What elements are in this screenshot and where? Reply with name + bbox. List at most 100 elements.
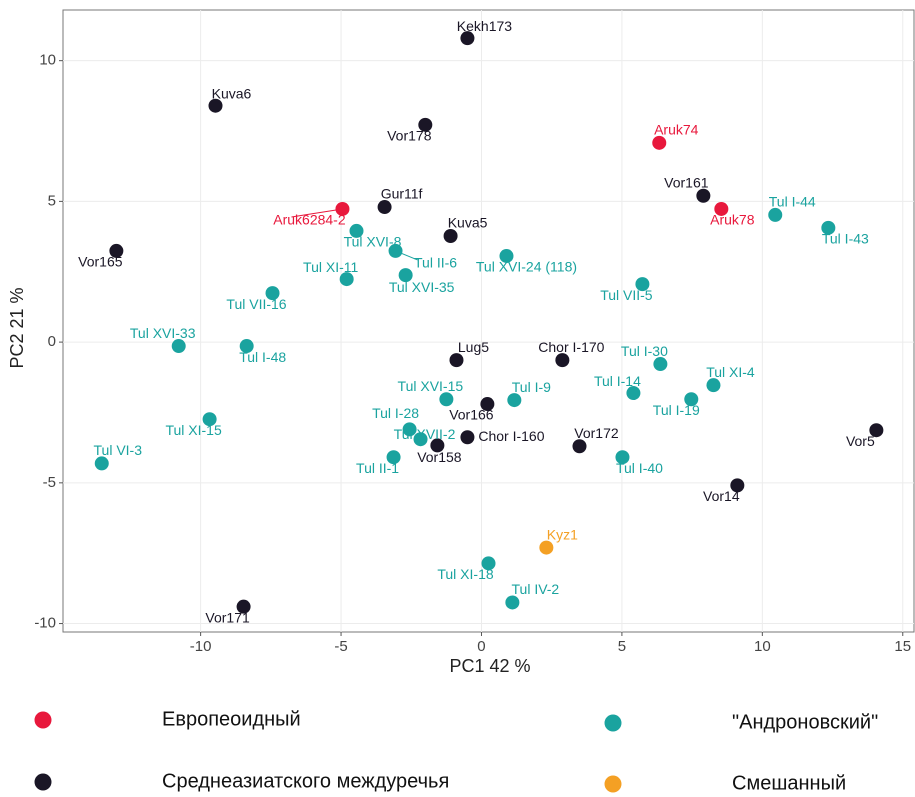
- point-label: Aruk78: [710, 212, 755, 228]
- panel: [62, 9, 915, 633]
- point-label: Vor178: [387, 128, 432, 144]
- point: [768, 207, 783, 222]
- point: [402, 422, 417, 437]
- point-label: Tul XI-18: [437, 566, 493, 582]
- point: [449, 353, 464, 368]
- x-tick-label: 15: [894, 638, 911, 655]
- point-label: Vor158: [417, 449, 462, 465]
- point-label: Tul I-14: [594, 373, 641, 389]
- legend-swatch: [34, 773, 52, 791]
- point-label: Tul XI-4: [706, 364, 755, 380]
- point: [507, 393, 522, 408]
- point-label: Vor172: [574, 425, 619, 441]
- y-tick-label: 5: [48, 192, 56, 209]
- x-tick-label: -5: [334, 638, 347, 655]
- point: [652, 135, 667, 150]
- point-label: Tul II-6: [414, 255, 457, 271]
- point: [239, 339, 254, 354]
- point-label: Vor165: [78, 254, 123, 270]
- legend-label: "Андроновский": [732, 711, 878, 733]
- point: [236, 599, 251, 614]
- point: [572, 439, 587, 454]
- point-label: Tul VI-3: [94, 442, 143, 458]
- point-label: Vor171: [205, 609, 250, 625]
- legend-swatch: [34, 711, 52, 729]
- point-label: Tul VII-16: [226, 296, 286, 312]
- point: [714, 201, 729, 216]
- y-tick-label: -10: [34, 615, 56, 632]
- legend-swatch: [604, 714, 622, 732]
- y-axis-label: PC2 21 %: [7, 287, 27, 368]
- point-label: Tul XVI-35: [389, 279, 455, 295]
- point-label: Tul XVII-2: [394, 426, 456, 442]
- point-label: Tul I-30: [621, 343, 668, 359]
- point: [653, 357, 668, 372]
- point-label: Kyz1: [547, 526, 578, 542]
- point-label: Lug5: [458, 339, 489, 355]
- point: [430, 438, 445, 453]
- point-label: Tul I-40: [616, 460, 663, 476]
- y-tick-label: 10: [39, 52, 56, 69]
- point-label: Vor14: [703, 488, 740, 504]
- x-axis-label: PC1 42 %: [449, 656, 530, 676]
- point-label: Tul I-43: [822, 231, 869, 247]
- point-label: Tul XVI-24 (118): [476, 259, 577, 275]
- point: [418, 117, 433, 132]
- point: [505, 595, 520, 610]
- x-tick-label: 0: [477, 638, 485, 655]
- point: [202, 412, 217, 427]
- point-label: Tul I-28: [372, 405, 419, 421]
- point: [539, 540, 554, 555]
- point-label: Tul XVI-15: [398, 378, 464, 394]
- point: [481, 556, 496, 571]
- point: [555, 353, 570, 368]
- point-label: Vor166: [449, 407, 494, 423]
- point-label: Tul II-1: [356, 460, 399, 476]
- point: [460, 430, 475, 445]
- point-label: Vor5: [846, 433, 875, 449]
- point: [208, 98, 223, 113]
- point: [339, 272, 354, 287]
- y-tick-label: -5: [43, 474, 56, 491]
- point-label: Chor I-160: [478, 428, 544, 444]
- point-label: Kekh173: [457, 18, 512, 34]
- point: [109, 243, 124, 258]
- point: [730, 478, 745, 493]
- point: [696, 188, 711, 203]
- point: [706, 378, 721, 393]
- point-label: Aruk74: [654, 122, 699, 138]
- point: [460, 31, 475, 46]
- point-label: Kuva6: [212, 85, 252, 101]
- point: [499, 248, 514, 263]
- x-tick-label: 5: [618, 638, 626, 655]
- point-label: Gur11f: [381, 186, 423, 202]
- point-label: Tul XVI-8: [344, 234, 402, 250]
- point-label: Tul IV-2: [512, 581, 560, 597]
- point: [349, 223, 364, 238]
- point-label: Aruk6284-2: [273, 212, 346, 228]
- point: [443, 229, 458, 244]
- point-label: Chor I-170: [538, 339, 604, 355]
- point: [377, 200, 392, 215]
- point-label: Tul VII-5: [600, 287, 653, 303]
- point: [398, 268, 413, 283]
- point: [439, 392, 454, 407]
- point-label: Tul I-19: [653, 402, 700, 418]
- point-label: Tul XI-11: [303, 259, 358, 275]
- point: [413, 432, 428, 447]
- point: [869, 423, 884, 438]
- y-tick-label: 0: [48, 333, 56, 350]
- point-label: Tul XI-15: [165, 422, 221, 438]
- point-label: Tul I-48: [239, 349, 286, 365]
- legend-label: Европеоидный: [162, 708, 301, 730]
- label-leader: [395, 250, 418, 261]
- point: [265, 286, 280, 301]
- label-leader: [291, 208, 343, 218]
- point: [171, 339, 186, 354]
- point-label: Tul I-9: [512, 379, 551, 395]
- point: [480, 397, 495, 412]
- point: [386, 450, 401, 465]
- point: [684, 392, 699, 407]
- legend-label: Смешанный: [732, 772, 846, 794]
